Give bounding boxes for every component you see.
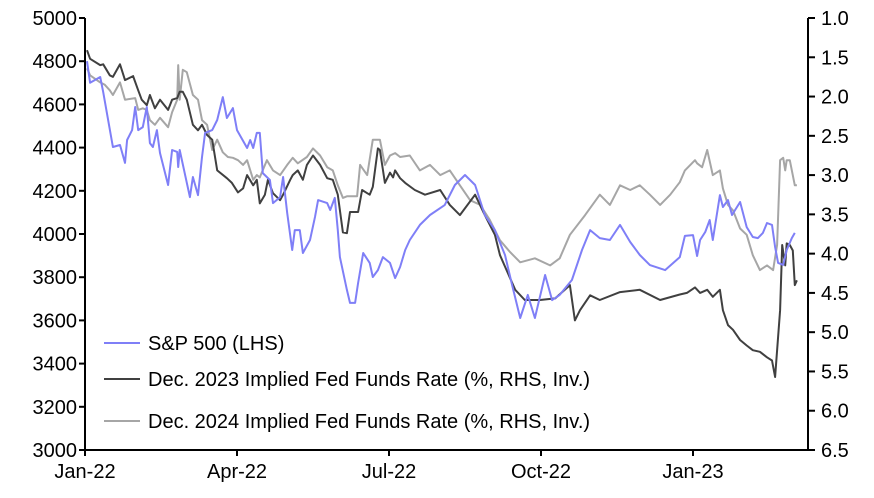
right-tick-label: 4.0 (821, 244, 849, 266)
right-tick-label: 4.5 (821, 283, 849, 305)
x-tick-label: Apr-22 (207, 461, 267, 483)
legend-label-1: Dec. 2023 Implied Fed Funds Rate (%, RHS… (148, 369, 590, 391)
right-tick-label: 6.0 (821, 401, 849, 423)
left-tick-label: 4600 (33, 94, 78, 116)
x-tick-label: Jul-22 (362, 461, 416, 483)
right-tick-label: 5.5 (821, 361, 849, 383)
left-tick-label: 3800 (33, 267, 78, 289)
legend-label-0: S&P 500 (LHS) (148, 333, 284, 355)
series-line-1 (86, 49, 798, 378)
left-tick-label: 4000 (33, 224, 78, 246)
right-tick-label: 3.0 (821, 165, 849, 187)
left-tick-label: 3200 (33, 397, 78, 419)
series-line-2 (86, 64, 797, 272)
x-tick-label: Jan-22 (54, 461, 115, 483)
axes-layer: 5000 4800 4600 4400 4200 4000 3800 3600 3400 3200… (33, 8, 849, 483)
right-tick-label: 2.0 (821, 87, 849, 109)
legend: S&P 500 (LHS) Dec. 2023 Implied Fed Funds… (104, 333, 590, 433)
right-tick-label: 3.5 (821, 204, 849, 226)
x-tick-label: Oct-22 (511, 461, 571, 483)
right-tick-label: 1.5 (821, 47, 849, 69)
left-tick-label: 3600 (33, 310, 78, 332)
right-tick-label: 5.0 (821, 322, 849, 344)
right-tick-label: 1.0 (821, 8, 849, 30)
left-tick-label: 3000 (33, 440, 78, 462)
right-tick-label: 2.5 (821, 126, 849, 148)
left-tick-label: 4400 (33, 138, 78, 160)
left-tick-label: 5000 (33, 8, 78, 30)
left-tick-label: 3400 (33, 354, 78, 376)
x-tick-label: Jan-23 (662, 461, 723, 483)
legend-label-2: Dec. 2024 Implied Fed Funds Rate (%, RHS… (148, 411, 590, 433)
series-layer (86, 49, 798, 378)
right-tick-label: 6.5 (821, 440, 849, 462)
left-tick-label: 4200 (33, 181, 78, 203)
left-tick-label: 4800 (33, 51, 78, 73)
series-line-0 (86, 61, 796, 319)
